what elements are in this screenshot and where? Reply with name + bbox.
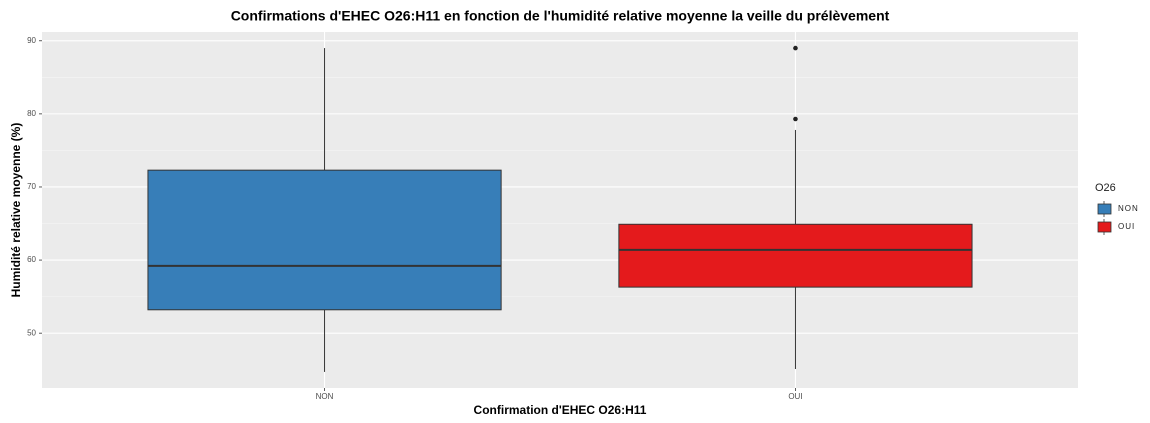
y-tick-label: 90 — [27, 36, 36, 45]
box — [618, 223, 973, 288]
chart-title: Confirmations d'EHEC O26:H11 en fonction… — [231, 8, 890, 24]
legend-title: O26 — [1095, 182, 1116, 194]
legend-key — [1097, 203, 1112, 215]
y-axis-label: Humidité relative moyenne (%) — [9, 123, 23, 298]
x-tick-label: NON — [316, 392, 334, 401]
y-tick-label: 50 — [27, 328, 36, 337]
outlier — [793, 45, 798, 51]
x-axis-label: Confirmation d'EHEC O26:H11 — [474, 403, 647, 417]
x-tick-label: OUI — [788, 392, 802, 401]
y-tick-label: 80 — [27, 109, 36, 118]
y-tick-label: 70 — [27, 182, 36, 191]
y-tick-label: 60 — [27, 255, 36, 264]
outlier — [793, 116, 798, 122]
box — [147, 169, 502, 311]
legend-label: OUI — [1118, 222, 1135, 231]
legend-key — [1097, 221, 1112, 233]
legend-label: NON — [1118, 204, 1139, 213]
